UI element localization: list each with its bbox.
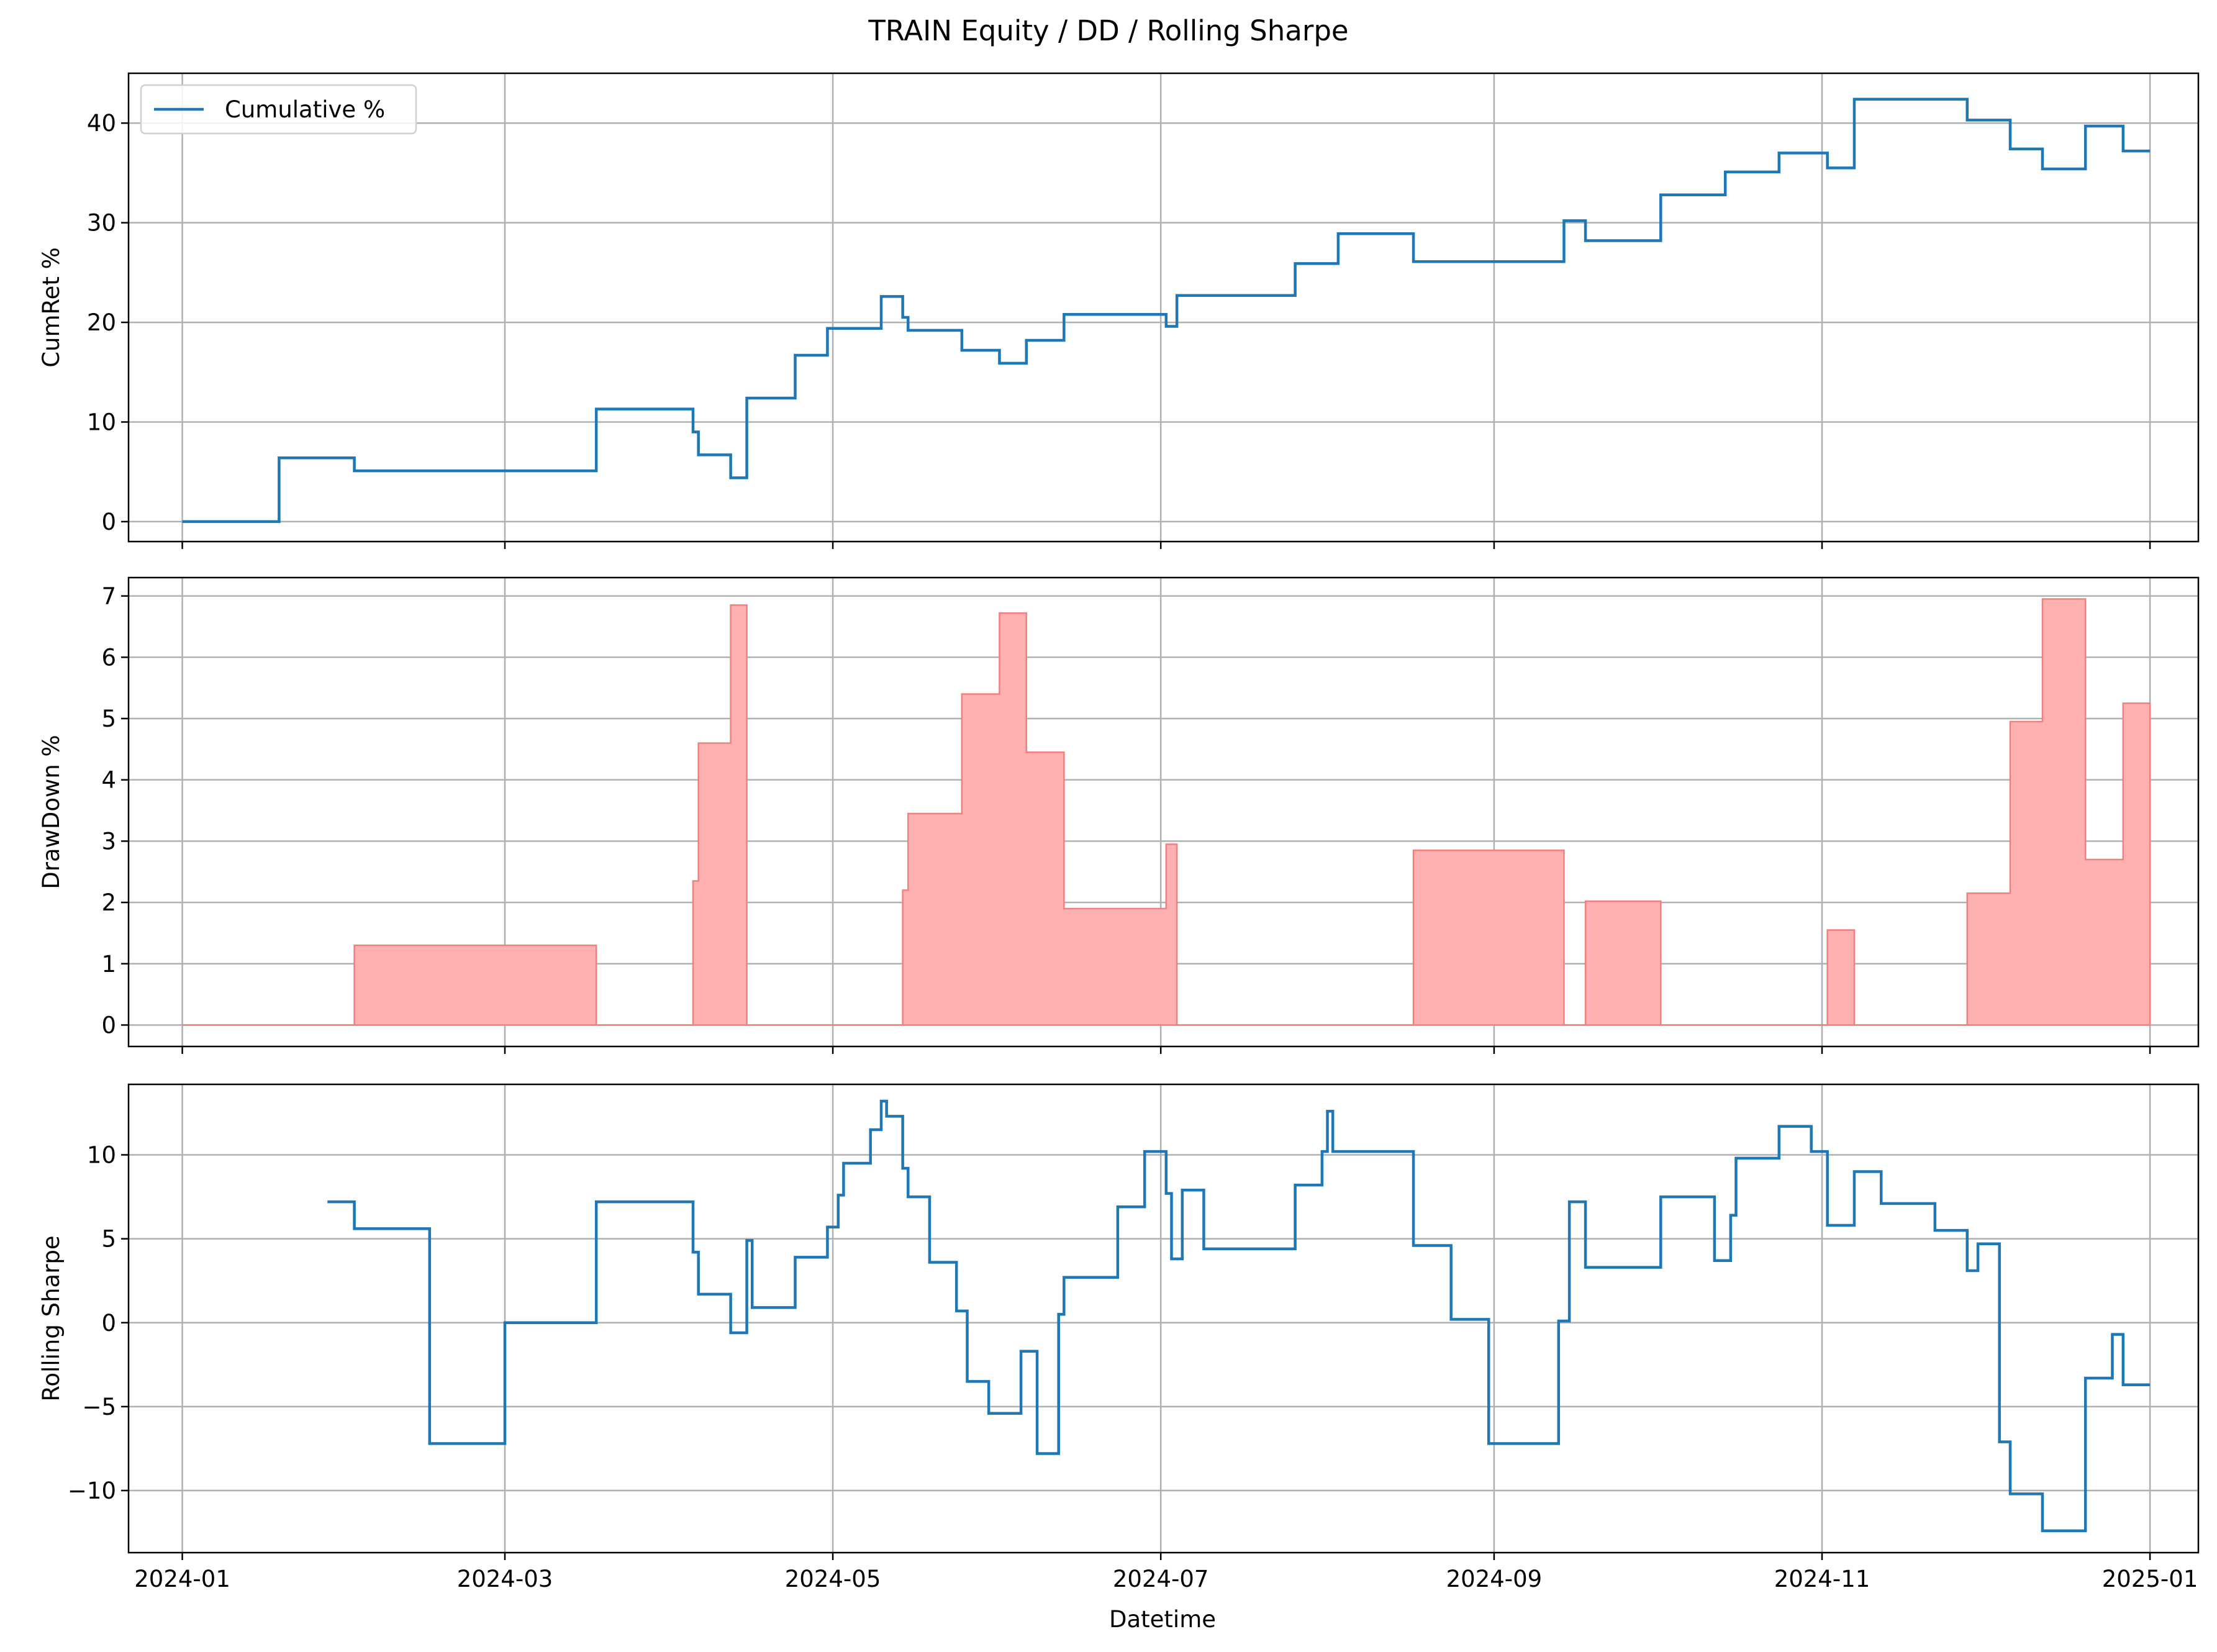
x-tick-label: 2024-01 — [134, 1566, 230, 1592]
y-tick-label: 10 — [87, 409, 116, 435]
y-axis-label: Rolling Sharpe — [38, 1235, 65, 1401]
y-tick-label: 7 — [101, 583, 116, 610]
y-tick-label: 4 — [101, 767, 116, 794]
series-line — [182, 98, 2151, 524]
drawdown-area — [182, 598, 2151, 1026]
y-tick-label: 40 — [87, 110, 116, 137]
y-axis-label: CumRet % — [38, 247, 65, 368]
series-line — [327, 1099, 2151, 1533]
y-tick-label: 5 — [101, 1226, 116, 1253]
y-tick-label: 1 — [101, 951, 116, 978]
figure-title: TRAIN Equity / DD / Rolling Sharpe — [868, 14, 1348, 47]
axes-frame — [127, 1083, 2200, 1554]
x-tick-label: 2024-07 — [1113, 1566, 1209, 1592]
x-tick-label: 2024-09 — [1446, 1566, 1543, 1592]
y-tick-label: 6 — [101, 644, 116, 671]
x-tick-label: 2024-05 — [785, 1566, 881, 1592]
axes-frame — [127, 72, 2200, 543]
x-tick-label: 2024-11 — [1774, 1566, 1870, 1592]
y-tick-label: 10 — [87, 1142, 116, 1169]
y-tick-label: 0 — [101, 1310, 116, 1337]
y-axis-label: DrawDown % — [38, 735, 65, 889]
legend-box — [140, 84, 417, 135]
x-tick-label: 2024-03 — [457, 1566, 553, 1592]
legend-entry: Cumulative % — [225, 96, 385, 123]
panel-rolling-sharpe: −10 −5 0 5 10 Rolling Sharpe 2024-01 2024-03 202… — [38, 1083, 2200, 1592]
y-tick-label: 2 — [101, 889, 116, 916]
x-axis-label: Datetime — [1109, 1606, 1216, 1633]
x-tick-label: 2025-01 — [2102, 1566, 2198, 1592]
panel-cumret: 0 10 20 30 40 CumRet % Cumulative % — [38, 72, 2200, 549]
y-tick-label: 5 — [101, 706, 116, 732]
y-tick-label: −5 — [82, 1394, 116, 1420]
y-tick-label: 3 — [101, 828, 116, 855]
y-tick-label: 30 — [87, 210, 116, 237]
axes-frame — [127, 576, 2200, 1048]
y-tick-label: 0 — [101, 509, 116, 535]
y-tick-label: 20 — [87, 309, 116, 336]
panel-drawdown: 0 1 2 3 4 5 6 7 DrawDown % — [38, 576, 2200, 1054]
legend: Cumulative % — [140, 84, 417, 135]
y-tick-label: 0 — [101, 1012, 116, 1038]
y-tick-label: −10 — [68, 1477, 116, 1504]
